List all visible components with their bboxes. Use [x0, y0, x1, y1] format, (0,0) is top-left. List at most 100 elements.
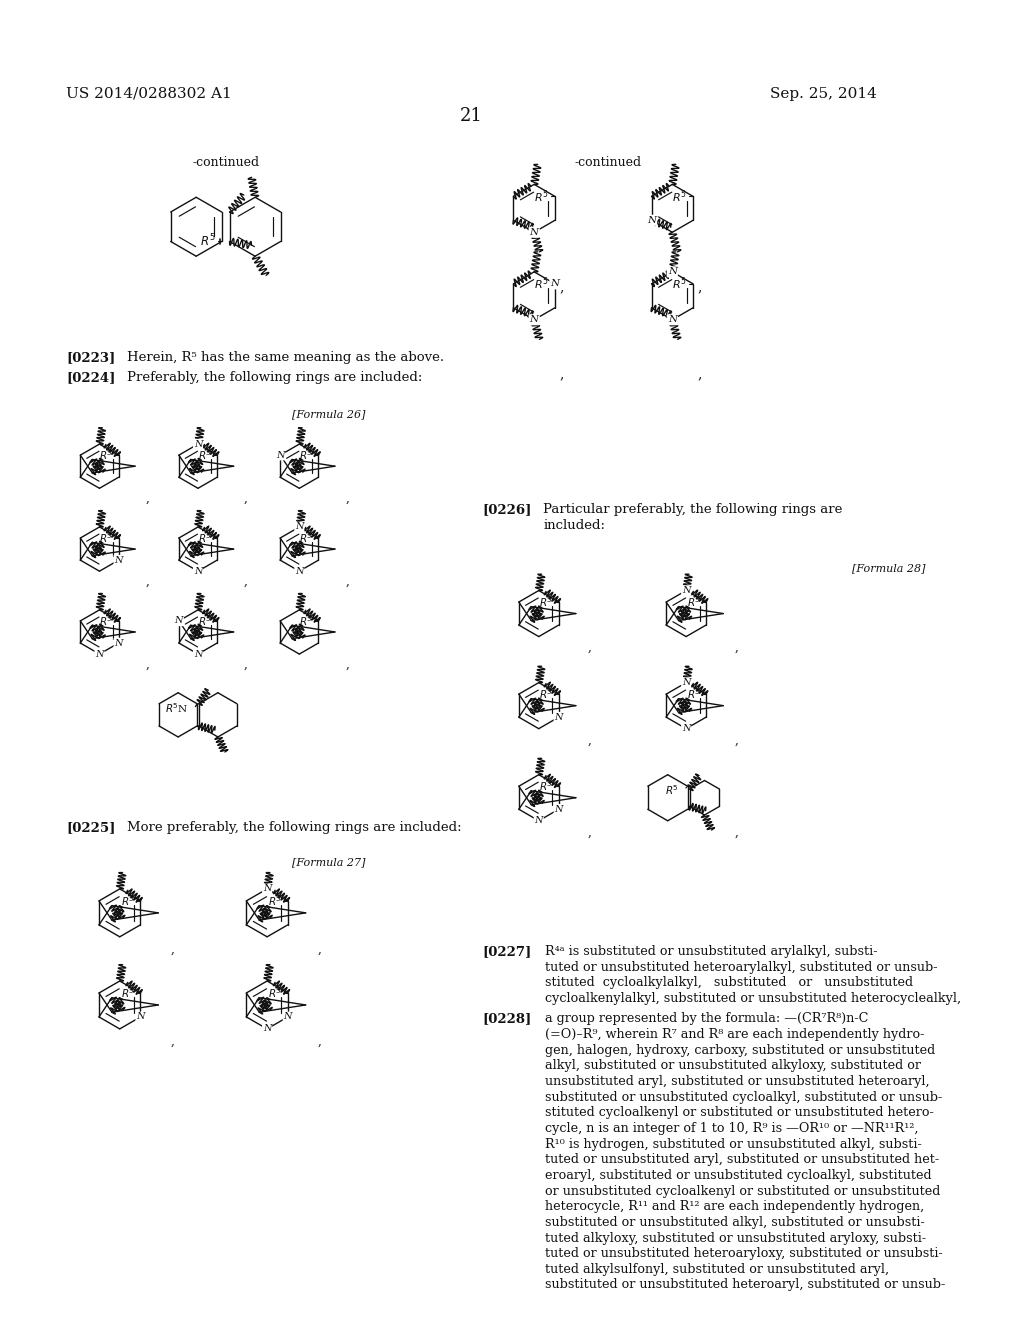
Text: eroaryl, substituted or unsubstituted cycloalkyl, substituted: eroaryl, substituted or unsubstituted cy… [545, 1170, 932, 1181]
Text: $R^5$: $R^5$ [99, 449, 113, 462]
Text: $R^5$: $R^5$ [299, 449, 313, 462]
Text: N: N [554, 805, 563, 813]
Text: substituted or unsubstituted heteroaryl, substituted or unsub-: substituted or unsubstituted heteroaryl,… [545, 1279, 945, 1291]
Text: cycle, n is an integer of 1 to 10, R⁹ is —OR¹⁰ or —NR¹¹R¹²,: cycle, n is an integer of 1 to 10, R⁹ is… [545, 1122, 919, 1135]
Text: $R^5$: $R^5$ [687, 595, 700, 609]
Text: $R^5$: $R^5$ [99, 614, 113, 628]
Text: N: N [529, 228, 539, 236]
Text: $R^5$: $R^5$ [200, 234, 215, 249]
Text: N: N [295, 523, 303, 532]
Text: N: N [115, 556, 123, 565]
Text: $R^5$: $R^5$ [540, 688, 553, 701]
Text: tuted alkyloxy, substituted or unsubstituted aryloxy, substi-: tuted alkyloxy, substituted or unsubstit… [545, 1232, 927, 1245]
Text: [Formula 26]: [Formula 26] [292, 409, 366, 418]
Text: tuted or unsubstituted heteroarylalkyl, substituted or unsub-: tuted or unsubstituted heteroarylalkyl, … [545, 961, 938, 974]
Text: $R^5$: $R^5$ [268, 894, 283, 908]
Text: heterocycle, R¹¹ and R¹² are each independently hydrogen,: heterocycle, R¹¹ and R¹² are each indepe… [545, 1200, 925, 1213]
Text: N: N [535, 816, 543, 825]
Text: $R^5$: $R^5$ [540, 779, 553, 793]
Text: $R^5$: $R^5$ [99, 531, 113, 545]
Text: ,: , [697, 368, 702, 381]
Text: ,: , [735, 825, 738, 838]
Text: stituted  cycloalkylalkyl,   substituted   or   unsubstituted: stituted cycloalkylalkyl, substituted or… [545, 977, 913, 990]
Text: a group represented by the formula: —(CR⁷R⁸)n-C: a group represented by the formula: —(CR… [545, 1012, 868, 1026]
Text: [0226]: [0226] [482, 503, 531, 516]
Text: ,: , [588, 734, 591, 746]
Text: substituted or unsubstituted alkyl, substituted or unsubsti-: substituted or unsubstituted alkyl, subs… [545, 1216, 925, 1229]
Text: ,: , [559, 368, 564, 381]
Text: ,: , [317, 1035, 322, 1048]
Text: Herein, R⁵ has the same meaning as the above.: Herein, R⁵ has the same meaning as the a… [127, 351, 444, 364]
Text: ,: , [244, 657, 248, 671]
Text: ,: , [588, 825, 591, 838]
Text: [0224]: [0224] [67, 371, 116, 384]
Text: N: N [175, 616, 183, 626]
Text: ,: , [244, 576, 248, 587]
Text: alkyl, substituted or unsubstituted alkyloxy, substituted or: alkyl, substituted or unsubstituted alky… [545, 1060, 922, 1072]
Text: $R^5$: $R^5$ [534, 276, 549, 292]
Text: N: N [682, 725, 690, 733]
Text: included:: included: [544, 519, 605, 532]
Text: N: N [194, 566, 203, 576]
Text: $R^5$N: $R^5$N [165, 701, 188, 715]
Text: More preferably, the following rings are included:: More preferably, the following rings are… [127, 821, 462, 834]
Text: N: N [550, 280, 559, 288]
Text: [Formula 28]: [Formula 28] [852, 562, 926, 573]
Text: N: N [284, 1012, 292, 1022]
Text: cycloalkenylalkyl, substituted or unsubstituted heterocyclealkyl,: cycloalkenylalkyl, substituted or unsubs… [545, 993, 962, 1005]
Text: $R^5$: $R^5$ [268, 986, 283, 999]
Text: tuted alkylsulfonyl, substituted or unsubstituted aryl,: tuted alkylsulfonyl, substituted or unsu… [545, 1263, 889, 1276]
Text: N: N [554, 713, 563, 722]
Text: N: N [194, 649, 203, 659]
Text: $R^5$: $R^5$ [198, 614, 212, 628]
Text: stituted cycloalkenyl or substituted or unsubstituted hetero-: stituted cycloalkenyl or substituted or … [545, 1106, 934, 1119]
Text: ,: , [145, 576, 150, 587]
Text: N: N [115, 639, 123, 648]
Text: N: N [194, 440, 203, 449]
Text: tuted or unsubstituted aryl, substituted or unsubstituted het-: tuted or unsubstituted aryl, substituted… [545, 1154, 939, 1167]
Text: ,: , [345, 492, 349, 506]
Text: N: N [682, 678, 690, 688]
Text: ,: , [735, 734, 738, 746]
Text: R⁴ᵃ is substituted or unsubstituted arylalkyl, substi-: R⁴ᵃ is substituted or unsubstituted aryl… [545, 945, 878, 958]
Text: N: N [263, 1024, 271, 1034]
Text: [0225]: [0225] [67, 821, 116, 834]
Text: -continued: -continued [193, 156, 259, 169]
Text: ,: , [170, 942, 174, 956]
Text: N: N [529, 315, 539, 325]
Text: or unsubstituted cycloalkenyl or substituted or unsubstituted: or unsubstituted cycloalkenyl or substit… [545, 1184, 941, 1197]
Text: tuted or unsubstituted heteroaryloxy, substituted or unsubsti-: tuted or unsubstituted heteroaryloxy, su… [545, 1247, 943, 1261]
Text: $R^5$: $R^5$ [198, 449, 212, 462]
Text: ,: , [145, 657, 150, 671]
Text: N: N [647, 215, 656, 224]
Text: [Formula 27]: [Formula 27] [292, 858, 366, 867]
Text: ,: , [317, 942, 322, 956]
Text: -continued: -continued [574, 156, 641, 169]
Text: $R^5$: $R^5$ [121, 986, 135, 999]
Text: $R^5$: $R^5$ [121, 894, 135, 908]
Text: substituted or unsubstituted cycloalkyl, substituted or unsub-: substituted or unsubstituted cycloalkyl,… [545, 1090, 942, 1104]
Text: N: N [668, 268, 677, 276]
Text: Sep. 25, 2014: Sep. 25, 2014 [770, 87, 877, 100]
Text: N: N [295, 566, 303, 576]
Text: $R^5$: $R^5$ [198, 531, 212, 545]
Text: Particular preferably, the following rings are: Particular preferably, the following rin… [544, 503, 843, 516]
Text: US 2014/0288302 A1: US 2014/0288302 A1 [67, 87, 232, 100]
Text: $R^5$: $R^5$ [665, 783, 679, 797]
Text: ,: , [145, 492, 150, 506]
Text: N: N [668, 315, 677, 325]
Text: ,: , [345, 576, 349, 587]
Text: N: N [95, 649, 103, 659]
Text: [0228]: [0228] [482, 1012, 531, 1026]
Text: N: N [682, 586, 690, 595]
Text: $R^5$: $R^5$ [672, 187, 687, 205]
Text: (=O)–R⁹, wherein R⁷ and R⁸ are each independently hydro-: (=O)–R⁹, wherein R⁷ and R⁸ are each inde… [545, 1028, 925, 1041]
Text: ,: , [244, 492, 248, 506]
Text: [0223]: [0223] [67, 351, 116, 364]
Text: $R^5$: $R^5$ [534, 187, 549, 205]
Text: N: N [136, 1012, 144, 1022]
Text: ,: , [170, 1035, 174, 1048]
Text: unsubstituted aryl, substituted or unsubstituted heteroaryl,: unsubstituted aryl, substituted or unsub… [545, 1074, 930, 1088]
Text: ,: , [697, 280, 702, 294]
Text: ,: , [345, 657, 349, 671]
